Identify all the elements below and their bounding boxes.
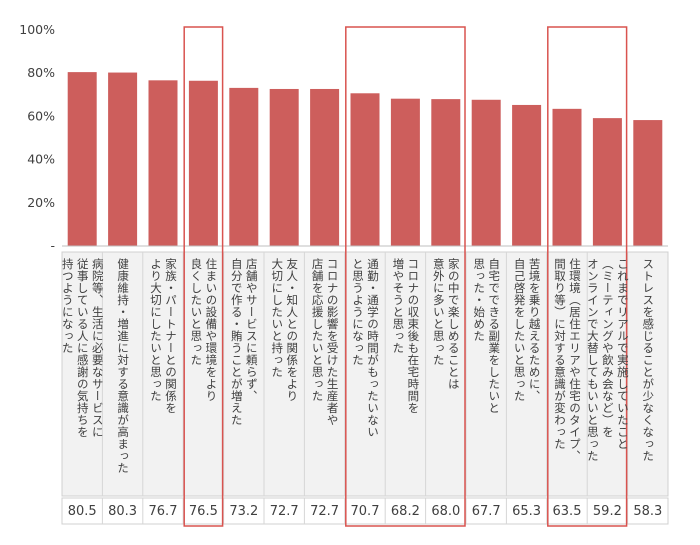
- highlight-box: [547, 26, 628, 527]
- bars: [67, 72, 663, 247]
- value-label: 76.5: [188, 504, 218, 519]
- bar: [310, 88, 340, 246]
- highlight-box: [345, 26, 466, 527]
- y-tick-label: 80%: [27, 65, 55, 80]
- value-label: 68.2: [390, 504, 420, 519]
- value-label: 80.5: [67, 504, 97, 519]
- category-label: コロナの影響を受けた生産者や 店舗を応援したいと思った: [310, 258, 340, 426]
- category-label: コロナの収束後も在宅時間を 増やそうと思った: [391, 258, 421, 414]
- value-label: 76.7: [148, 504, 178, 519]
- bar: [188, 80, 218, 246]
- category-label: 家族・パートナーとの関係を より大切にしたいと思った: [149, 258, 178, 414]
- value-label: 63.5: [552, 504, 582, 519]
- bar: [229, 87, 259, 246]
- bar: [431, 99, 461, 247]
- bar: [350, 93, 380, 247]
- category-label: 店舗やサービスに頼らず、 自分で作る・賄うことが増えた: [229, 258, 259, 426]
- bar: [67, 72, 97, 247]
- value-label: 80.3: [108, 504, 138, 519]
- category-label: 友人・知人との関係をより 大切にしたいと持った: [270, 258, 300, 402]
- category-label: 住まいの設備や環境をより 良くしたいと思った: [189, 258, 219, 402]
- bar: [148, 80, 178, 246]
- category-label: 自宅でできる副業をしたいと 思った・始めた: [472, 258, 502, 414]
- value-label: 65.3: [512, 504, 542, 519]
- category-label: 病院等、生活に必要なサービスに 従事している人に感謝の気持ちを 持つようになった: [60, 258, 105, 438]
- y-tick-label: 100%: [19, 22, 55, 37]
- label-table-grid: [61, 245, 669, 525]
- category-label: ストレスを感じることが少なくなった: [641, 258, 656, 462]
- category-label: 健康維持・増進に対する意識が高まった: [116, 258, 131, 474]
- bar: [108, 72, 138, 246]
- y-tick-label: -: [50, 238, 55, 253]
- bar: [592, 118, 622, 246]
- highlight-boxes: [183, 26, 628, 527]
- value-label: 70.7: [350, 504, 380, 519]
- value-label: 73.2: [229, 504, 259, 519]
- y-axis: - 20% 40% 60% 80% 100%: [19, 22, 55, 253]
- category-label: 家の中で楽しめることは 意外に多いと思った: [431, 258, 461, 390]
- bar: [269, 88, 299, 246]
- value-label: 67.7: [471, 504, 501, 519]
- highlight-box: [183, 26, 224, 527]
- category-label: 住環境（居住エリアや住宅のタイプ、 間取り等）に対する意識が変わった: [553, 258, 582, 462]
- y-tick-label: 40%: [27, 152, 55, 167]
- y-tick-label: 60%: [27, 108, 55, 123]
- value-label: 72.7: [310, 504, 340, 519]
- bar: [552, 108, 582, 246]
- value-label: 59.2: [592, 504, 622, 519]
- value-label: 58.3: [633, 504, 663, 519]
- bar: [471, 99, 501, 246]
- value-table-border: [61, 497, 669, 525]
- bar: [512, 104, 542, 247]
- label-table-bg: [61, 251, 669, 497]
- y-tick-label: 20%: [27, 195, 55, 210]
- category-label: 通勤・通学の時間がもったいない と思うようになった: [351, 258, 380, 438]
- value-label: 72.7: [269, 504, 299, 519]
- category-label: 苦境を乗り越えるために、 自己啓発をしたいと思った: [512, 258, 542, 402]
- bar: [390, 98, 420, 246]
- category-label: これまでリアルで実施していたこと （ミーティングや飲み会など）を オンラインで大…: [585, 258, 630, 462]
- bar: [633, 120, 663, 246]
- value-label: 68.0: [431, 504, 461, 519]
